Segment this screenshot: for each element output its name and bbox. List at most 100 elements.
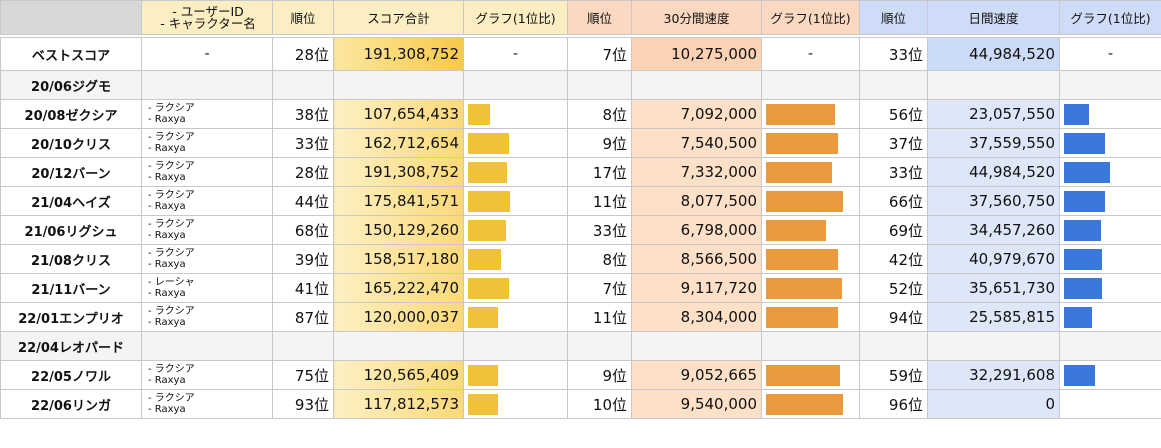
- daily-graph: [1059, 215, 1161, 245]
- score-rank: 28位: [272, 157, 334, 187]
- event-name: 20/08ゼクシア: [0, 99, 142, 129]
- speed30-rank: 10位: [567, 389, 632, 419]
- graph-bar: [1064, 277, 1102, 299]
- best-daily-graph: -: [1059, 37, 1161, 71]
- speed30-value: 7,332,000: [631, 157, 762, 187]
- empty-cell: [631, 70, 762, 100]
- speed30-value: 7,092,000: [631, 99, 762, 129]
- speed30-value: 7,540,500: [631, 128, 762, 158]
- speed30-value: 8,304,000: [631, 302, 762, 332]
- empty-cell: [631, 331, 762, 361]
- user-cell: - ラクシア - Raxya: [141, 157, 273, 187]
- best-score: 191,308,752: [333, 37, 464, 71]
- empty-cell: [927, 70, 1060, 100]
- ranking-table: - ユーザーID - キャラクター名 順位 スコア合計 グラフ(1位比) 順位 3…: [0, 0, 1161, 419]
- character-name: - Raxya: [148, 317, 186, 328]
- score-total: 158,517,180: [333, 244, 464, 274]
- graph-bar: [468, 132, 509, 154]
- event-name: 22/04レオパード: [0, 331, 142, 361]
- graph-bar: [468, 393, 498, 415]
- table-row: 21/08クリス - ラクシア - Raxya 39位 158,517,180 8位 8,5…: [0, 244, 1161, 274]
- table-row: 22/05ノワル - ラクシア - Raxya 75位 120,565,409 9位 9,0…: [0, 360, 1161, 390]
- best-score-graph: -: [463, 37, 568, 71]
- speed30-rank: 7位: [567, 273, 632, 303]
- empty-cell: [333, 331, 464, 361]
- header-character-name: - キャラクター名: [160, 15, 256, 31]
- character-name: - Raxya: [148, 201, 186, 212]
- header-blank: [0, 0, 142, 35]
- graph-bar: [766, 248, 838, 270]
- daily-value: 37,559,550: [927, 128, 1060, 158]
- score-graph: [463, 302, 568, 332]
- daily-value: 44,984,520: [927, 157, 1060, 187]
- speed30-graph: [761, 215, 860, 245]
- empty-cell: [141, 331, 273, 361]
- user-cell: - ラクシア - Raxya: [141, 389, 273, 419]
- graph-bar: [1064, 103, 1089, 125]
- speed30-rank: 8位: [567, 244, 632, 274]
- daily-value: 23,057,550: [927, 99, 1060, 129]
- score-rank: 93位: [272, 389, 334, 419]
- empty-cell: [927, 331, 1060, 361]
- empty-cell: [567, 70, 632, 100]
- speed30-rank: 9位: [567, 128, 632, 158]
- score-total: 150,129,260: [333, 215, 464, 245]
- score-total: 107,654,433: [333, 99, 464, 129]
- empty-cell: [272, 331, 334, 361]
- graph-bar: [766, 393, 843, 415]
- table-row: 21/06リグシュ - ラクシア - Raxya 68位 150,129,260 33位 6…: [0, 215, 1161, 245]
- graph-bar: [766, 364, 840, 386]
- score-graph: [463, 215, 568, 245]
- speed30-value: 8,566,500: [631, 244, 762, 274]
- character-name: - Raxya: [148, 259, 186, 270]
- table-row: 20/12バーン - ラクシア - Raxya 28位 191,308,752 17位 7,…: [0, 157, 1161, 187]
- user-id: - レーシャ: [148, 277, 195, 288]
- user-id: - ラクシア: [148, 219, 195, 230]
- score-rank: 33位: [272, 128, 334, 158]
- header-speed30-rank: 順位: [567, 0, 632, 35]
- best-speed30-graph: -: [761, 37, 860, 71]
- table-row: 21/04ヘイズ - ラクシア - Raxya 44位 175,841,571 11位 8,…: [0, 186, 1161, 216]
- user-id: - ラクシア: [148, 393, 195, 404]
- score-rank: 75位: [272, 360, 334, 390]
- header-user-id: - ユーザーID: [172, 3, 244, 19]
- empty-cell: [463, 331, 568, 361]
- daily-graph: [1059, 302, 1161, 332]
- daily-rank: 56位: [859, 99, 928, 129]
- score-graph: [463, 273, 568, 303]
- speed30-value: 9,117,720: [631, 273, 762, 303]
- score-total: 162,712,654: [333, 128, 464, 158]
- event-name: 21/08クリス: [0, 244, 142, 274]
- speed30-rank: 11位: [567, 302, 632, 332]
- event-name: 21/06リグシュ: [0, 215, 142, 245]
- event-name: 20/12バーン: [0, 157, 142, 187]
- daily-graph: [1059, 186, 1161, 216]
- graph-bar: [766, 132, 838, 154]
- user-cell: - ラクシア - Raxya: [141, 215, 273, 245]
- graph-bar: [468, 161, 507, 183]
- character-name: - Raxya: [148, 114, 186, 125]
- event-name: 21/04ヘイズ: [0, 186, 142, 216]
- header-score-graph: グラフ(1位比): [463, 0, 568, 35]
- header-speed30-graph: グラフ(1位比): [761, 0, 860, 35]
- daily-graph: [1059, 244, 1161, 274]
- score-total: 165,222,470: [333, 273, 464, 303]
- empty-cell: [1059, 331, 1161, 361]
- score-graph: [463, 244, 568, 274]
- user-id: - ラクシア: [148, 103, 195, 114]
- empty-cell: [333, 70, 464, 100]
- speed30-graph: [761, 302, 860, 332]
- score-rank: 39位: [272, 244, 334, 274]
- empty-cell: [272, 70, 334, 100]
- graph-bar: [766, 219, 826, 241]
- daily-rank: 94位: [859, 302, 928, 332]
- daily-graph: [1059, 157, 1161, 187]
- score-graph: [463, 389, 568, 419]
- empty-cell: [567, 331, 632, 361]
- score-rank: 87位: [272, 302, 334, 332]
- graph-bar: [1064, 219, 1101, 241]
- user-cell: - ラクシア - Raxya: [141, 128, 273, 158]
- daily-rank: 66位: [859, 186, 928, 216]
- graph-bar: [766, 161, 832, 183]
- score-graph: [463, 186, 568, 216]
